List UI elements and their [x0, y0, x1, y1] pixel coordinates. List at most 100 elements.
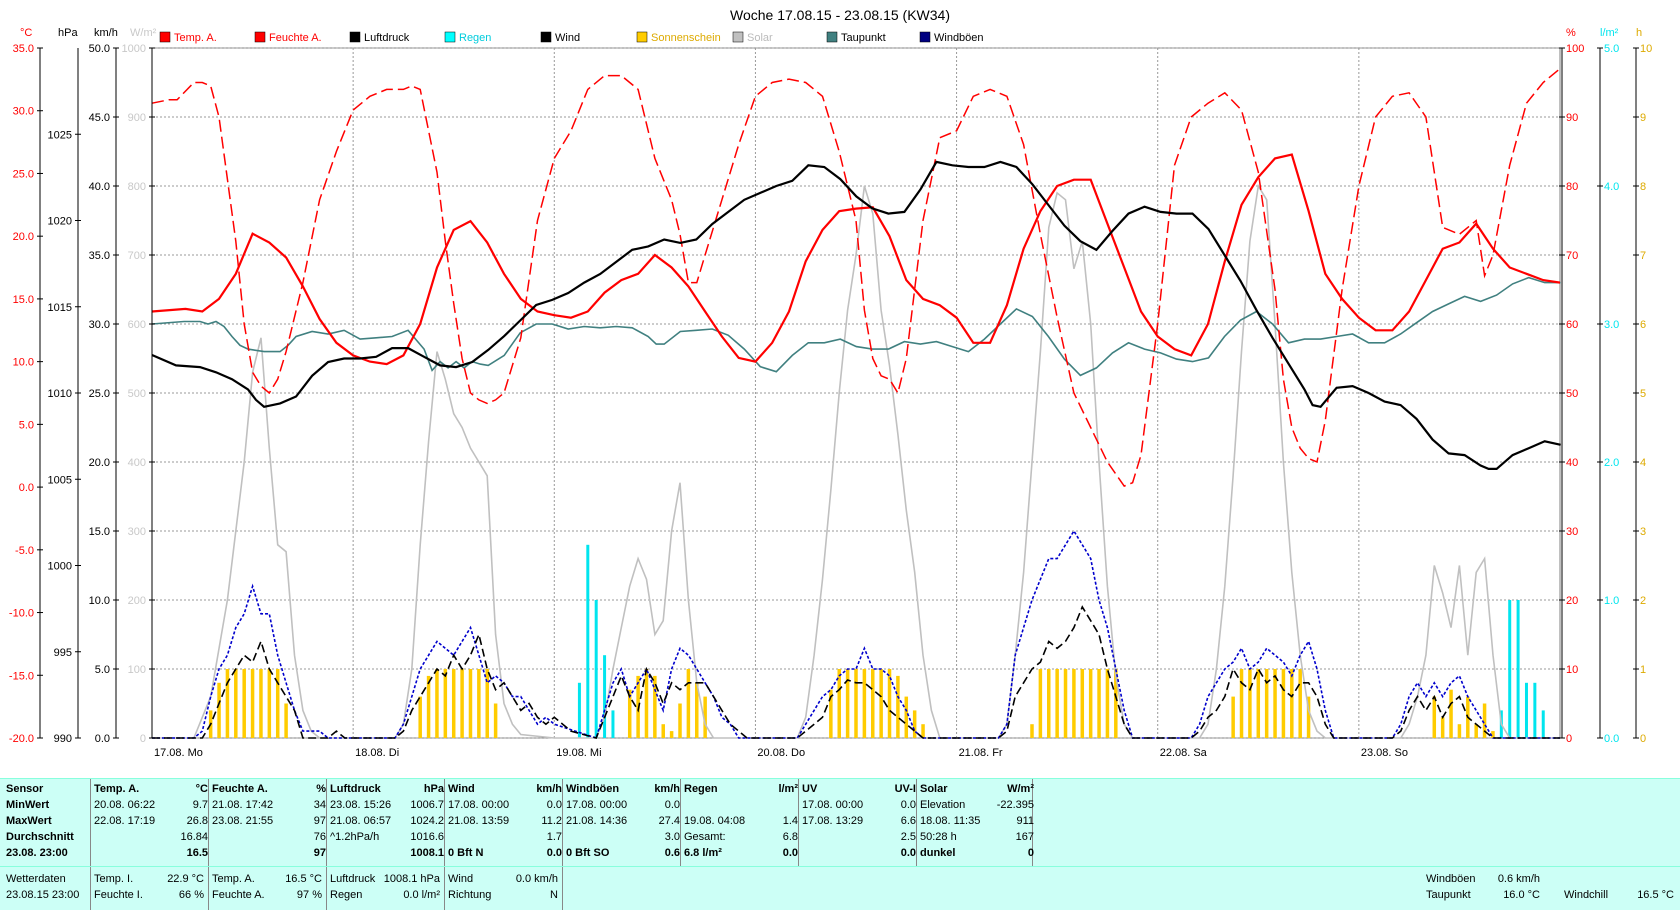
tick-label: 35.0 — [13, 43, 34, 55]
bar — [485, 669, 489, 738]
bar — [845, 669, 850, 738]
tick-label: 20.0 — [89, 457, 110, 469]
chart-axes: 17.08. Mo 18.08. Di 19.08. Mi 20.08. Do 21.0… — [9, 27, 1652, 759]
tick-label: 10 — [1566, 664, 1578, 676]
stats-cell: 17.08. 00:00 — [448, 799, 510, 811]
bar — [653, 675, 657, 738]
bar — [418, 696, 422, 738]
tick-label: 1005 — [48, 474, 72, 486]
series-line-Luftdruck — [151, 160, 1561, 470]
tick-label: 40.0 — [89, 181, 110, 193]
bar — [703, 696, 707, 738]
bar — [871, 669, 875, 738]
tick-label: 5 — [1640, 388, 1646, 400]
bar — [678, 703, 682, 738]
bar-series — [208, 544, 1545, 738]
tick-label: 5.0 — [1604, 43, 1619, 55]
bar — [661, 724, 665, 738]
column-divider — [326, 779, 327, 867]
tick-label: 15.0 — [13, 294, 34, 306]
legend-swatch — [919, 31, 931, 43]
bar — [250, 669, 255, 738]
column-divider — [562, 779, 563, 867]
bar — [1105, 669, 1110, 738]
tick-label: 50 — [1566, 388, 1578, 400]
tick-label: 0.0 — [1604, 733, 1619, 745]
stats-value: 0.0 — [782, 847, 798, 859]
column-divider — [562, 867, 563, 910]
tick-label: -10.0 — [9, 608, 34, 620]
legend-label: Wind — [555, 32, 580, 44]
bar — [1474, 724, 1478, 738]
stats-cell: 17.08. 00:00 — [802, 799, 864, 811]
axis-unit-rain: l/m² — [1600, 27, 1619, 39]
tick-label: 30.0 — [13, 106, 34, 118]
tick-label: 10.0 — [89, 595, 110, 607]
legend-swatch — [444, 31, 456, 43]
bar — [1449, 689, 1453, 738]
stats-cell: Elevation — [920, 799, 966, 811]
bar — [1080, 669, 1085, 738]
day-label: 21.08. Fr — [959, 747, 1003, 759]
bar — [1055, 669, 1059, 738]
bar-series-Sonnenschein — [208, 669, 1495, 738]
day-label: 23.08. So — [1361, 747, 1408, 759]
tick-label: 300 — [128, 526, 146, 538]
stats-value: 6.8 — [782, 831, 798, 843]
stats-cell: 0 Bft N — [448, 847, 484, 859]
day-label: 20.08. Do — [757, 747, 805, 759]
tick-label: 1 — [1640, 664, 1646, 676]
legend-item: Windböen — [919, 31, 984, 44]
stats-value: 1024.2 — [410, 815, 444, 827]
stats-value: 1.4 — [782, 815, 798, 827]
tick-label: 80 — [1566, 181, 1578, 193]
temp-a-value: 16.5 °C — [285, 873, 322, 885]
bar — [1248, 669, 1252, 738]
stats-row-label: MaxWert — [6, 815, 52, 827]
legend-label: Regen — [459, 32, 491, 44]
legend-label: Luftdruck — [364, 32, 410, 44]
legend-swatch — [349, 31, 361, 43]
temp-i-value: 22.9 °C — [167, 873, 204, 885]
bar — [242, 669, 246, 738]
bar — [921, 724, 925, 738]
bar — [1114, 669, 1118, 738]
stats-header: UV — [802, 783, 818, 795]
tick-label: 30.0 — [89, 319, 110, 331]
stats-value: 0.6 — [664, 847, 680, 859]
tick-label: 2.0 — [1604, 457, 1619, 469]
tick-label: 1.0 — [1604, 595, 1619, 607]
tick-label: 6 — [1640, 319, 1646, 331]
stats-value: 0.0 — [900, 799, 916, 811]
bar — [1088, 669, 1093, 738]
tick-label: 90 — [1566, 112, 1578, 124]
bar — [1482, 703, 1487, 738]
legend-label: Feuchte A. — [269, 32, 322, 44]
stats-cell: ^1.2hPa/h — [330, 831, 380, 843]
bar — [217, 682, 221, 738]
legend-label: Solar — [747, 32, 773, 44]
hum-a-value: 97 % — [296, 889, 322, 901]
bar — [1491, 731, 1495, 738]
stats-value: 34 — [313, 799, 326, 811]
legend-item: Luftdruck — [349, 31, 410, 44]
bar — [896, 675, 900, 738]
tick-label: 0 — [140, 733, 146, 745]
bar — [477, 669, 481, 738]
dew-value: 16.0 °C — [1503, 889, 1540, 901]
column-divider — [326, 867, 327, 910]
tick-label: 10.0 — [13, 357, 34, 369]
legend-item: Feuchte A. — [254, 31, 322, 44]
tick-label: 5.0 — [95, 664, 110, 676]
bar — [1264, 669, 1269, 738]
press-value: 1008.1 hPa — [383, 873, 440, 885]
bar — [603, 655, 607, 738]
tick-label: 600 — [128, 319, 146, 331]
tick-label: 100 — [128, 664, 146, 676]
legend-item: Regen — [444, 31, 491, 44]
chart-grid — [151, 47, 1561, 739]
legend-swatch — [636, 31, 648, 43]
legend-swatch — [540, 31, 552, 43]
legend-label: Windböen — [934, 32, 984, 44]
bar — [1524, 682, 1528, 738]
